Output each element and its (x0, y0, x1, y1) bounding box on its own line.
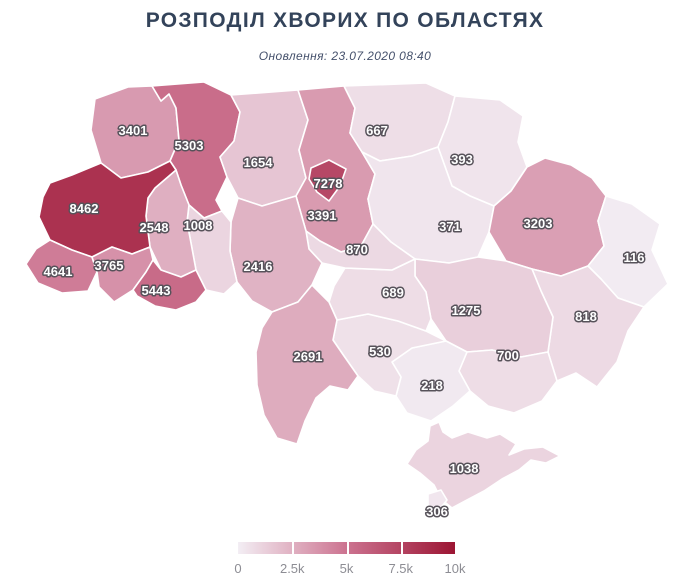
region-value-label-rivne: 5303 (175, 138, 204, 153)
region-value-label-kyiv-city: 7278 (314, 176, 343, 191)
region-value-label-zhytomyr: 1654 (244, 155, 274, 170)
region-value-label-kherson: 218 (421, 378, 443, 393)
legend-tick-7_5k: 7.5k (388, 561, 414, 576)
legend-tick-5k: 5k (339, 561, 354, 576)
region-vinnytsia[interactable] (229, 195, 323, 313)
region-value-label-ivano-frankivsk: 3765 (95, 258, 124, 273)
region-value-label-poltava: 371 (439, 219, 461, 234)
region-value-label-volyn: 3401 (119, 123, 148, 138)
page-title: РОЗПОДІЛ ХВОРИХ ПО ОБЛАСТЯХ (145, 9, 545, 32)
region-value-label-chernivtsi: 5443 (142, 283, 171, 298)
region-value-label-kharkiv: 3203 (524, 216, 553, 231)
legend-tick-10k: 10k (444, 561, 466, 576)
region-zakarpattia[interactable] (25, 239, 98, 294)
region-value-label-sevastopol: 306 (426, 504, 448, 519)
region-value-label-kirovohrad: 689 (382, 285, 404, 300)
legend-separator (346, 542, 349, 554)
legend-separator (292, 542, 295, 554)
region-value-label-khmelnytskyi: 1008 (184, 218, 213, 233)
region-kyiv-city[interactable] (308, 159, 347, 202)
update-timestamp: Оновлення: 23.07.2020 08:40 (258, 49, 432, 63)
region-value-label-donetsk: 818 (575, 309, 597, 324)
region-value-label-zakarpattia: 4641 (44, 264, 73, 279)
color-scale-legend: 0 2.5k 5k 7.5k 10k (234, 542, 465, 577)
region-value-label-dnipropetrovsk: 1275 (452, 303, 481, 318)
legend-separator (400, 542, 403, 554)
region-crimea[interactable] (406, 421, 561, 509)
region-value-label-mykolaiv: 530 (369, 344, 391, 359)
region-value-label-ternopil: 2548 (140, 220, 169, 235)
region-value-label-vinnytsia: 2416 (244, 259, 273, 274)
region-value-label-crimea: 1038 (450, 461, 479, 476)
legend-tick-0: 0 (234, 561, 242, 576)
legend-tick-labels: 0 2.5k 5k 7.5k 10k (234, 561, 465, 577)
region-odesa[interactable] (255, 284, 359, 445)
region-value-label-odesa: 2691 (294, 349, 323, 364)
region-sevastopol[interactable] (427, 489, 448, 511)
legend-tick-2_5k: 2.5k (279, 561, 305, 576)
region-value-label-zaporizhzhia: 700 (497, 348, 519, 363)
region-value-label-lviv: 8462 (70, 201, 99, 216)
region-value-label-chernihiv: 667 (366, 123, 388, 138)
region-value-label-sumy: 393 (451, 152, 473, 167)
region-value-label-luhansk: 116 (624, 250, 645, 265)
region-value-label-cherkasy: 870 (346, 242, 368, 257)
region-chernivtsi[interactable] (132, 259, 207, 311)
region-value-label-kyiv-oblast: 3391 (308, 208, 337, 223)
legend-gradient-bar (238, 542, 455, 554)
